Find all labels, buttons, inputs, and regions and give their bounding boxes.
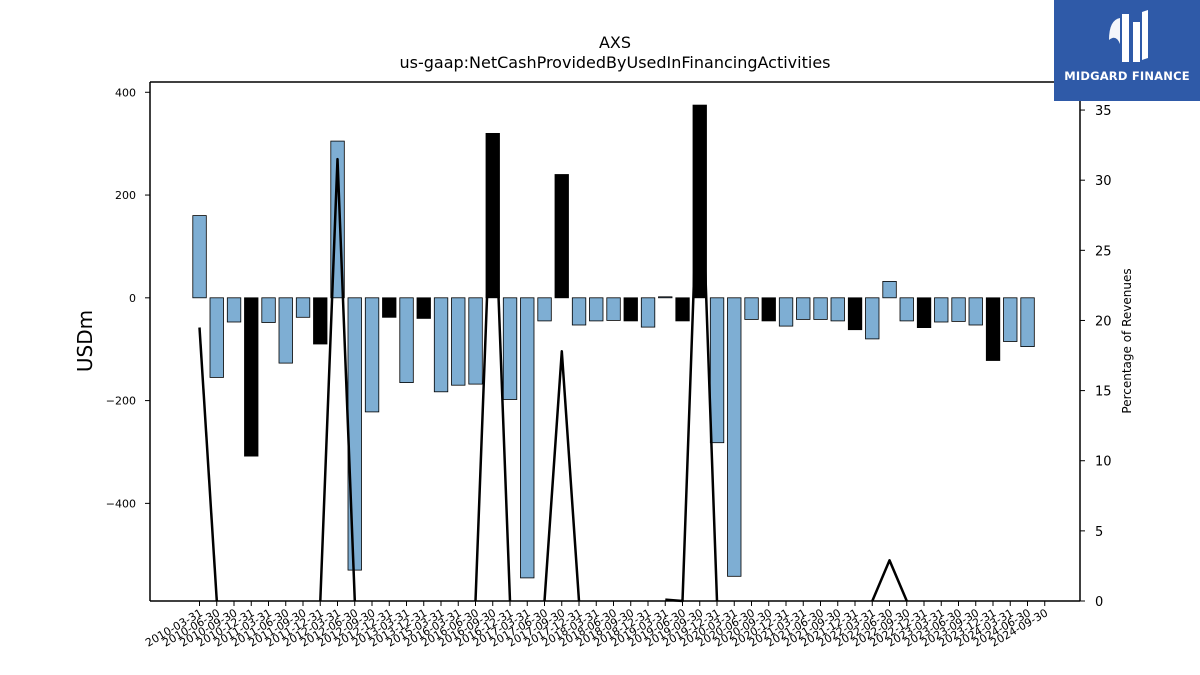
logo-text: MIDGARD FINANCE [1064,69,1190,83]
bar [692,104,707,299]
bar [882,280,897,299]
line-layer [198,115,908,603]
bar [571,297,587,326]
bar [675,297,690,322]
y2-axis-label: Percentage of Revenues [1120,268,1134,413]
bar [813,297,828,320]
y-tick-label: 0 [129,292,136,305]
y-tick-label: −200 [106,395,136,408]
percentage-line [198,327,219,602]
bar [847,297,863,331]
bar [968,297,983,326]
chart-subtitle: us-gaap:NetCashProvidedByUsedInFinancing… [399,53,830,72]
chart-title: AXS [599,33,631,52]
percentage-line [543,350,581,602]
y-tick-label: 200 [115,189,136,202]
bar [1003,297,1018,342]
bar [606,297,621,321]
y2-tick-label: 0 [1095,595,1103,610]
bar [520,297,535,579]
y2-tick-label: 5 [1095,525,1103,540]
y2-tick-label: 10 [1095,455,1112,470]
y-tick-label: −400 [106,497,136,510]
bar [226,297,242,323]
percentage-line [871,559,908,602]
logo: MIDGARD FINANCE [1054,0,1200,101]
bar [916,297,932,328]
bar [502,297,518,400]
bar [778,297,794,327]
bar [209,297,224,378]
bar [399,297,414,383]
bar [433,297,449,393]
bar [951,297,966,322]
bar [416,297,431,319]
bar [899,297,914,322]
bar [451,297,466,386]
y-axis-label: USDm [73,310,97,372]
percentage-line [474,143,512,602]
bar [658,296,673,299]
bar [761,297,776,322]
bar [1020,297,1035,347]
bar [985,297,1001,361]
bar [364,297,380,413]
bar [589,297,604,322]
bar [623,297,638,322]
bar [192,215,207,299]
bar [796,297,811,320]
bar [640,297,656,328]
y2-tick-label: 30 [1095,174,1112,189]
bar [709,297,725,444]
bar [744,297,759,320]
bar [347,297,362,571]
bar [554,174,569,299]
bar [537,297,552,322]
y2-tick-label: 35 [1095,104,1112,119]
bar [865,297,880,340]
axes-layer: 4002000−200−400051015202530352010-03-312… [106,81,1112,650]
bar [313,297,328,345]
percentage-line [319,157,357,602]
bar [278,297,293,364]
bar [934,297,949,323]
bars-layer [192,104,1035,579]
bar [468,297,483,385]
bar [830,297,845,322]
bar [261,297,276,323]
bar [244,297,259,457]
y2-tick-label: 25 [1095,244,1112,259]
logo-icon [1109,10,1148,62]
percentage-line [665,115,719,603]
y-tick-label: 400 [115,86,136,99]
y2-tick-label: 15 [1095,385,1112,400]
bar [295,297,311,318]
y2-tick-label: 20 [1095,314,1112,329]
bar [727,297,742,577]
bar [382,297,397,318]
